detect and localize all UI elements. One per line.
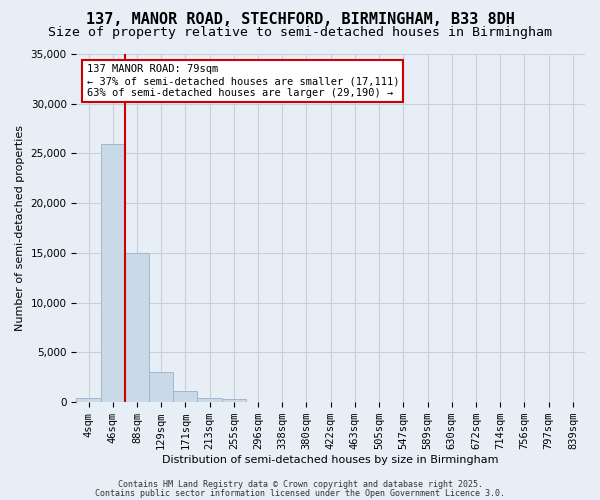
Text: 137 MANOR ROAD: 79sqm
← 37% of semi-detached houses are smaller (17,111)
63% of : 137 MANOR ROAD: 79sqm ← 37% of semi-deta… <box>86 64 399 98</box>
Bar <box>76 398 101 402</box>
Y-axis label: Number of semi-detached properties: Number of semi-detached properties <box>15 125 25 331</box>
Text: Contains public sector information licensed under the Open Government Licence 3.: Contains public sector information licen… <box>95 488 505 498</box>
Bar <box>101 144 125 402</box>
Text: 137, MANOR ROAD, STECHFORD, BIRMINGHAM, B33 8DH: 137, MANOR ROAD, STECHFORD, BIRMINGHAM, … <box>86 12 514 28</box>
Bar <box>125 253 149 402</box>
Bar <box>173 392 197 402</box>
X-axis label: Distribution of semi-detached houses by size in Birmingham: Distribution of semi-detached houses by … <box>163 455 499 465</box>
Text: Contains HM Land Registry data © Crown copyright and database right 2025.: Contains HM Land Registry data © Crown c… <box>118 480 482 489</box>
Text: Size of property relative to semi-detached houses in Birmingham: Size of property relative to semi-detach… <box>48 26 552 39</box>
Bar <box>197 398 222 402</box>
Bar <box>222 399 246 402</box>
Bar <box>149 372 173 402</box>
